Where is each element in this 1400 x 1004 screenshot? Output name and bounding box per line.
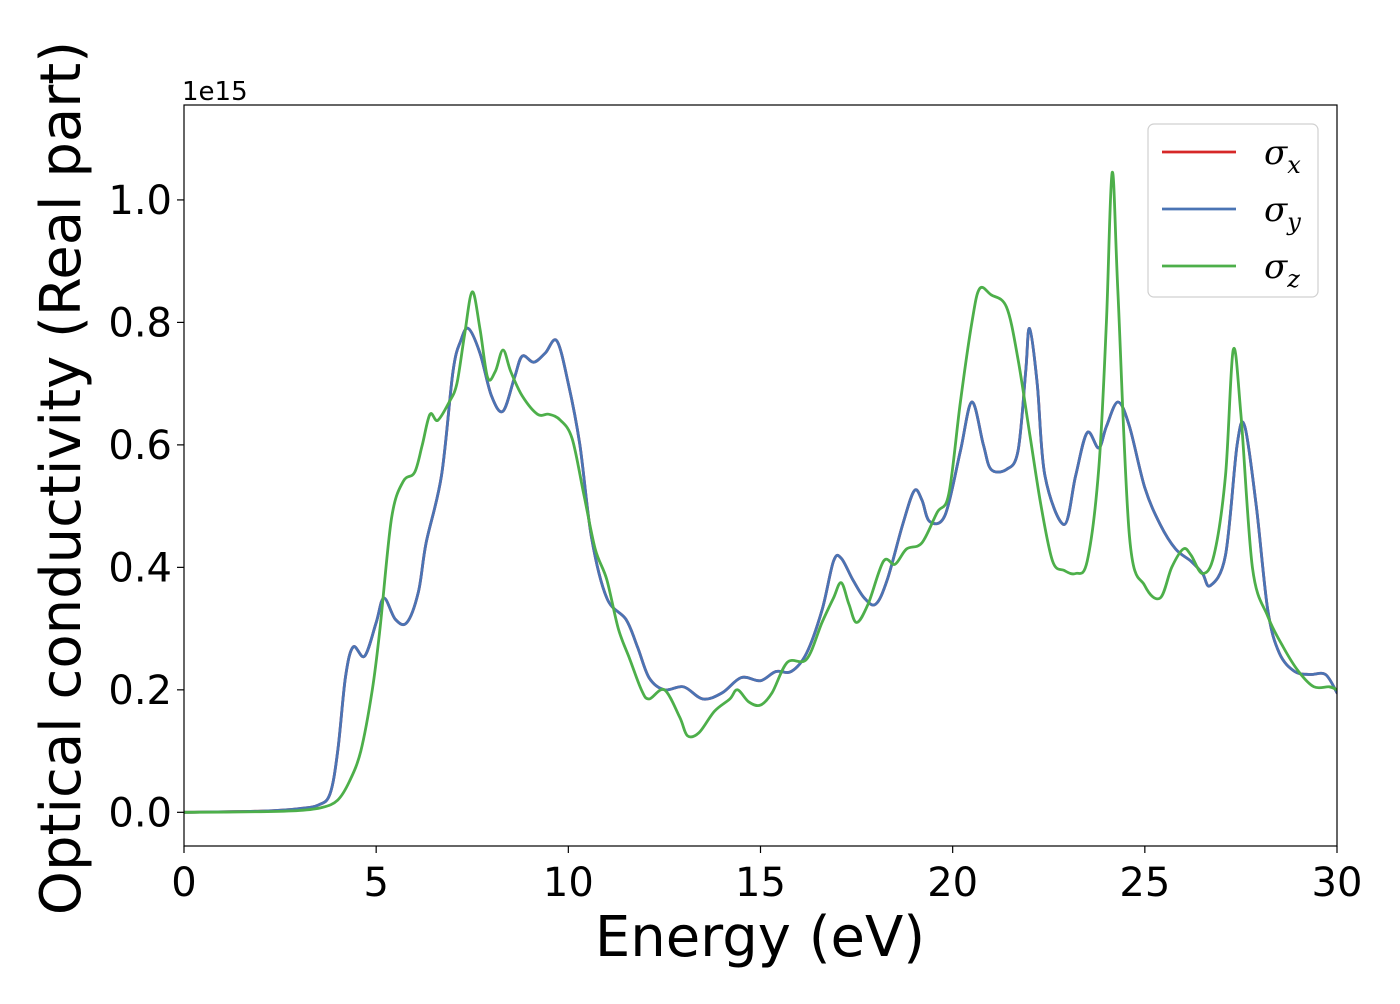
y-axis-label: Optical conductivity (Real part) (29, 41, 94, 915)
y-tick-label: 0.2 (108, 668, 172, 714)
legend: σx σy σz (1147, 123, 1319, 298)
y-tick-label: 0.4 (108, 545, 172, 591)
legend-box (1147, 123, 1319, 298)
x-tick-label: 20 (927, 860, 978, 906)
y-tick-label: 0.0 (108, 790, 172, 836)
legend-label-sigma-y: σy (1264, 190, 1301, 236)
series-line-sigma-z (184, 170, 1337, 814)
legend-label-sigma-x: σx (1264, 133, 1301, 179)
y-tick-label: 1.0 (108, 178, 172, 224)
y-offset-text: 1e15 (182, 77, 248, 107)
x-tick-label: 30 (1312, 860, 1363, 906)
series-layer (184, 170, 1337, 814)
y-tick-label: 0.6 (108, 423, 172, 469)
x-tick-label: 0 (171, 860, 196, 906)
series-line-sigma-x (184, 326, 1337, 814)
y-tick-label: 0.8 (108, 300, 172, 346)
legend-label-sigma-z: σz (1264, 247, 1300, 293)
x-axis-ticks: 0 5 10 15 20 25 30 (171, 846, 1362, 906)
x-tick-label: 15 (735, 860, 786, 906)
series-line-sigma-y (184, 326, 1337, 814)
x-axis-label: Energy (eV) (595, 905, 925, 970)
y-axis-ticks: 0.0 0.2 0.4 0.6 0.8 1.0 (108, 178, 184, 836)
x-tick-label: 10 (543, 860, 594, 906)
x-tick-label: 25 (1119, 860, 1170, 906)
x-tick-label: 5 (363, 860, 388, 906)
